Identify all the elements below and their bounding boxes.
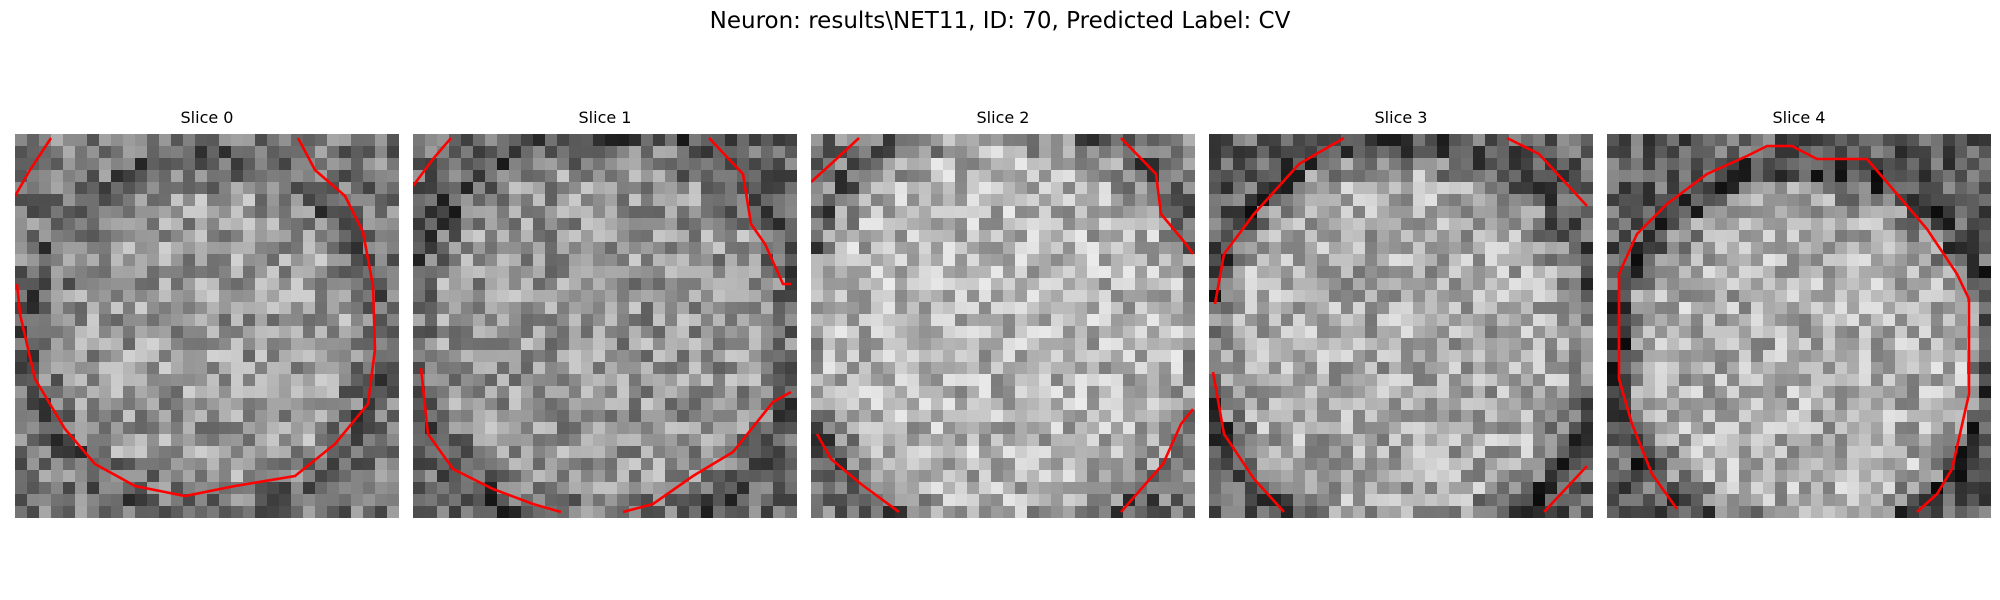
pixel-grid-1	[413, 134, 797, 518]
slice-title-0: Slice 0	[180, 108, 234, 127]
slice-title-2: Slice 2	[976, 108, 1030, 127]
contour-line	[1120, 408, 1195, 513]
contour-line	[413, 137, 452, 187]
slice-title-3: Slice 3	[1374, 108, 1428, 127]
slice-svg-1	[413, 134, 797, 518]
contour-line	[1506, 136, 1588, 207]
contour-line	[1617, 144, 1971, 513]
contour-line	[15, 137, 377, 498]
slice-image-2	[811, 134, 1195, 518]
slice-svg-2	[811, 134, 1195, 518]
figure-title: Neuron: results\NET11, ID: 70, Predicted…	[709, 8, 1291, 34]
contour-line	[708, 137, 791, 286]
contour-line	[811, 137, 860, 183]
contour-line	[419, 367, 562, 514]
contour-line	[622, 390, 792, 514]
slice-svg-4	[1607, 134, 1991, 518]
contour-line	[1543, 465, 1588, 513]
contour-line	[1213, 136, 1345, 305]
contour-line	[815, 433, 900, 514]
slice-svg-0	[15, 134, 399, 518]
pixel-grid-0	[15, 134, 399, 518]
slice-image-4	[1607, 134, 1991, 518]
contour-line	[15, 137, 53, 197]
contour-line	[1211, 371, 1285, 513]
slice-svg-3	[1209, 134, 1593, 518]
pixel-grid-3	[1209, 134, 1593, 518]
slice-title-1: Slice 1	[578, 108, 632, 127]
slice-title-4: Slice 4	[1772, 108, 1826, 127]
slice-image-1	[413, 134, 797, 518]
contour-line	[1120, 137, 1195, 255]
pixel-grid-4	[1607, 134, 1991, 518]
slice-image-0	[15, 134, 399, 518]
pixel-grid-2	[811, 134, 1195, 518]
slice-image-3	[1209, 134, 1593, 518]
